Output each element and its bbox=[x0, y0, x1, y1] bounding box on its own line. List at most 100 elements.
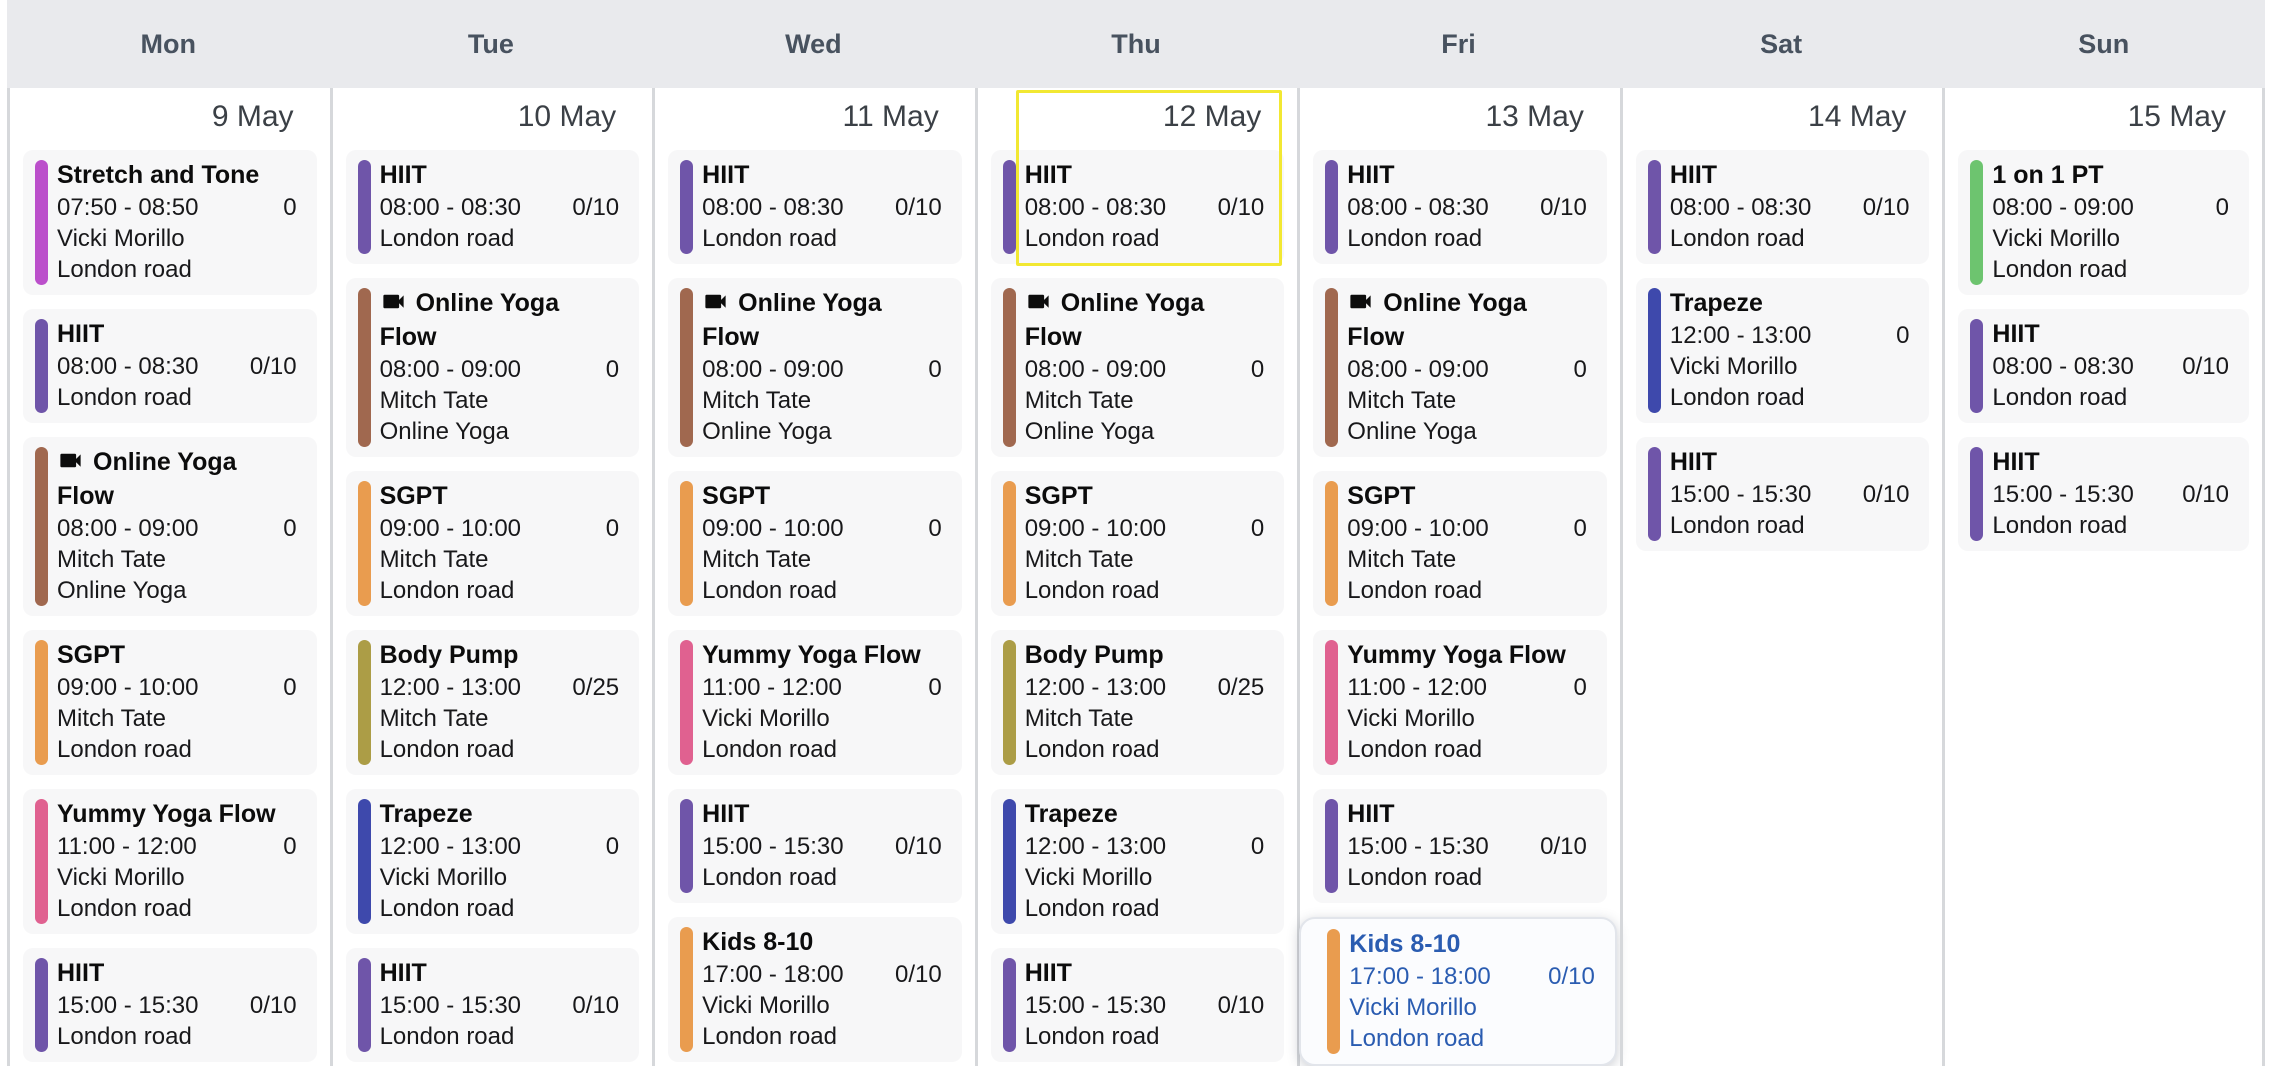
event-card[interactable]: HIIT 08:00 - 08:30 0/10 London road bbox=[668, 150, 962, 264]
event-card[interactable]: HIIT 15:00 - 15:30 0/10 London road bbox=[1635, 437, 1930, 551]
event-location: Online Yoga bbox=[702, 418, 832, 445]
event-capacity: 0 bbox=[928, 356, 942, 383]
event-card[interactable]: Trapeze 12:00 - 13:00 0 Vicki Morillo Lo… bbox=[345, 789, 640, 934]
day-column: 9 May Stretch and Tone 07:50 - 08:50 0 V… bbox=[7, 88, 330, 1066]
event-location: Online Yoga bbox=[379, 418, 510, 445]
event-time-row: 08:00 - 08:30 0/10 bbox=[57, 351, 297, 382]
event-card[interactable]: Kids 8-10 17:00 - 18:00 0/10 Vicki Moril… bbox=[1299, 917, 1617, 1066]
event-card[interactable]: HIIT 08:00 - 08:30 0/10 London road bbox=[1958, 309, 2249, 423]
event-card[interactable]: HIIT 08:00 - 08:30 0/10 London road bbox=[23, 309, 317, 423]
event-color-pill bbox=[1325, 288, 1339, 447]
event-time-row: 09:00 - 10:00 0 bbox=[1347, 513, 1587, 544]
event-instructor: Mitch Tate bbox=[1024, 546, 1134, 573]
event-card[interactable]: Trapeze 12:00 - 13:00 0 Vicki Morillo Lo… bbox=[990, 789, 1285, 934]
event-color-pill bbox=[1325, 481, 1339, 606]
event-time: 08:00 - 09:00 bbox=[379, 356, 522, 383]
event-card[interactable]: SGPT 09:00 - 10:00 0 Mitch Tate London r… bbox=[345, 471, 640, 616]
day-column: 13 May HIIT 08:00 - 08:30 0/10 London ro… bbox=[1297, 88, 1620, 1066]
event-card[interactable]: Online Yoga Flow 08:00 - 09:00 0 Mitch T… bbox=[668, 278, 962, 457]
event-card[interactable]: Body Pump 12:00 - 13:00 0/25 Mitch Tate … bbox=[345, 630, 640, 775]
event-card[interactable]: 1 on 1 PT 08:00 - 09:00 0 Vicki Morillo … bbox=[1958, 150, 2249, 295]
event-card[interactable]: Stretch and Tone 07:50 - 08:50 0 Vicki M… bbox=[23, 150, 317, 295]
event-card[interactable]: HIIT 15:00 - 15:30 0/10 London road bbox=[23, 948, 317, 1062]
event-card[interactable]: HIIT 15:00 - 15:30 0/10 London road bbox=[1313, 789, 1607, 903]
event-card[interactable]: Online Yoga Flow 08:00 - 09:00 0 Mitch T… bbox=[1313, 278, 1607, 457]
event-capacity: 0 bbox=[2215, 194, 2229, 221]
event-capacity: 0/25 bbox=[572, 674, 620, 701]
event-card[interactable]: HIIT 15:00 - 15:30 0/10 London road bbox=[345, 948, 640, 1062]
event-instructor: Vicki Morillo bbox=[702, 992, 830, 1019]
event-time: 15:00 - 15:30 bbox=[379, 992, 522, 1019]
event-card[interactable]: HIIT 08:00 - 08:30 0/10 London road bbox=[345, 150, 640, 264]
weekday-label: Thu bbox=[1111, 28, 1161, 59]
event-color-pill bbox=[1325, 799, 1339, 893]
event-location: London road bbox=[379, 736, 515, 763]
event-time: 12:00 - 13:00 bbox=[1669, 322, 1812, 349]
event-capacity: 0/10 bbox=[1217, 194, 1265, 221]
event-list: 1 on 1 PT 08:00 - 09:00 0 Vicki Morillo … bbox=[1945, 150, 2262, 551]
event-location: London road bbox=[702, 864, 837, 891]
event-card[interactable]: Trapeze 12:00 - 13:00 0 Vicki Morillo Lo… bbox=[1635, 278, 1930, 423]
event-instructor: Mitch Tate bbox=[702, 546, 812, 573]
event-instructor: Mitch Tate bbox=[379, 546, 489, 573]
event-title: Kids 8-10 bbox=[702, 928, 814, 956]
event-card[interactable]: SGPT 09:00 - 10:00 0 Mitch Tate London r… bbox=[23, 630, 317, 775]
event-time: 12:00 - 13:00 bbox=[379, 674, 522, 701]
event-card[interactable]: HIIT 08:00 - 08:30 0/10 London road bbox=[1313, 150, 1607, 264]
event-capacity: 0 bbox=[1573, 515, 1587, 542]
event-location: London road bbox=[1669, 512, 1805, 539]
event-instructor: Mitch Tate bbox=[1347, 546, 1457, 573]
date-label: 13 May bbox=[1485, 100, 1584, 133]
event-card[interactable]: HIIT 15:00 - 15:30 0/10 London road bbox=[1958, 437, 2249, 551]
event-location: London road bbox=[702, 1023, 837, 1050]
event-location: London road bbox=[1024, 1023, 1160, 1050]
event-card[interactable]: SGPT 09:00 - 10:00 0 Mitch Tate London r… bbox=[668, 471, 962, 616]
event-title: HIIT bbox=[1024, 161, 1072, 189]
event-title: SGPT bbox=[702, 482, 771, 510]
event-instructor: Mitch Tate bbox=[379, 387, 489, 414]
event-card[interactable]: HIIT 15:00 - 15:30 0/10 London road bbox=[668, 789, 962, 903]
event-time-row: 12:00 - 13:00 0 bbox=[380, 831, 620, 862]
event-card[interactable]: HIIT 08:00 - 08:30 0/10 London road bbox=[990, 150, 1285, 264]
event-capacity: 0/10 bbox=[894, 194, 942, 221]
event-time-row: 12:00 - 13:00 0 bbox=[1670, 320, 1910, 351]
event-title: HIIT bbox=[1024, 959, 1072, 987]
event-capacity: 0 bbox=[1250, 515, 1265, 542]
event-instructor: Vicki Morillo bbox=[702, 705, 830, 732]
event-color-pill bbox=[680, 288, 694, 447]
date-label: 14 May bbox=[1808, 100, 1907, 133]
event-card[interactable]: SGPT 09:00 - 10:00 0 Mitch Tate London r… bbox=[1313, 471, 1607, 616]
event-card[interactable]: Online Yoga Flow 08:00 - 09:00 0 Mitch T… bbox=[345, 278, 640, 457]
event-card[interactable]: Online Yoga Flow 08:00 - 09:00 0 Mitch T… bbox=[23, 437, 317, 616]
event-time: 08:00 - 08:30 bbox=[1669, 194, 1812, 221]
event-list: HIIT 08:00 - 08:30 0/10 London road Onli… bbox=[333, 150, 653, 1062]
event-card[interactable]: Body Pump 12:00 - 13:00 0/25 Mitch Tate … bbox=[990, 630, 1285, 775]
event-card[interactable]: Yummy Yoga Flow 11:00 - 12:00 0 Vicki Mo… bbox=[668, 630, 962, 775]
event-capacity: 0/10 bbox=[249, 353, 297, 380]
event-color-pill bbox=[35, 319, 48, 413]
event-title: Yummy Yoga Flow bbox=[57, 800, 276, 828]
event-time-row: 08:00 - 08:30 0/10 bbox=[1670, 192, 1910, 223]
event-card[interactable]: Yummy Yoga Flow 11:00 - 12:00 0 Vicki Mo… bbox=[23, 789, 317, 934]
event-time-row: 08:00 - 09:00 0 bbox=[1347, 354, 1587, 385]
event-time-row: 15:00 - 15:30 0/10 bbox=[57, 990, 297, 1021]
video-camera-icon bbox=[60, 453, 81, 468]
video-camera-icon bbox=[1350, 294, 1371, 309]
weekday-header-row: Mon Tue Wed Thu Fri Sat Sun bbox=[7, 0, 2265, 88]
event-capacity: 0/25 bbox=[1217, 674, 1265, 701]
event-card[interactable]: HIIT 08:00 - 08:30 0/10 London road bbox=[1635, 150, 1930, 264]
event-title: SGPT bbox=[57, 641, 126, 669]
event-card[interactable]: Kids 8-10 17:00 - 18:00 0/10 Vicki Moril… bbox=[668, 917, 962, 1062]
event-color-pill bbox=[1970, 319, 1984, 413]
event-card[interactable]: HIIT 15:00 - 15:30 0/10 London road bbox=[990, 948, 1285, 1062]
event-location: London road bbox=[57, 256, 192, 283]
event-capacity: 0 bbox=[283, 674, 297, 701]
event-card[interactable]: SGPT 09:00 - 10:00 0 Mitch Tate London r… bbox=[990, 471, 1285, 616]
date-label: 12 May bbox=[1162, 100, 1262, 133]
event-time: 08:00 - 09:00 bbox=[1992, 194, 2134, 221]
event-time-row: 12:00 - 13:00 0/25 bbox=[1025, 672, 1265, 703]
event-card[interactable]: Yummy Yoga Flow 11:00 - 12:00 0 Vicki Mo… bbox=[1313, 630, 1607, 775]
event-time: 08:00 - 09:00 bbox=[1347, 356, 1489, 383]
event-card[interactable]: Online Yoga Flow 08:00 - 09:00 0 Mitch T… bbox=[990, 278, 1285, 457]
video-camera-icon bbox=[382, 294, 404, 309]
